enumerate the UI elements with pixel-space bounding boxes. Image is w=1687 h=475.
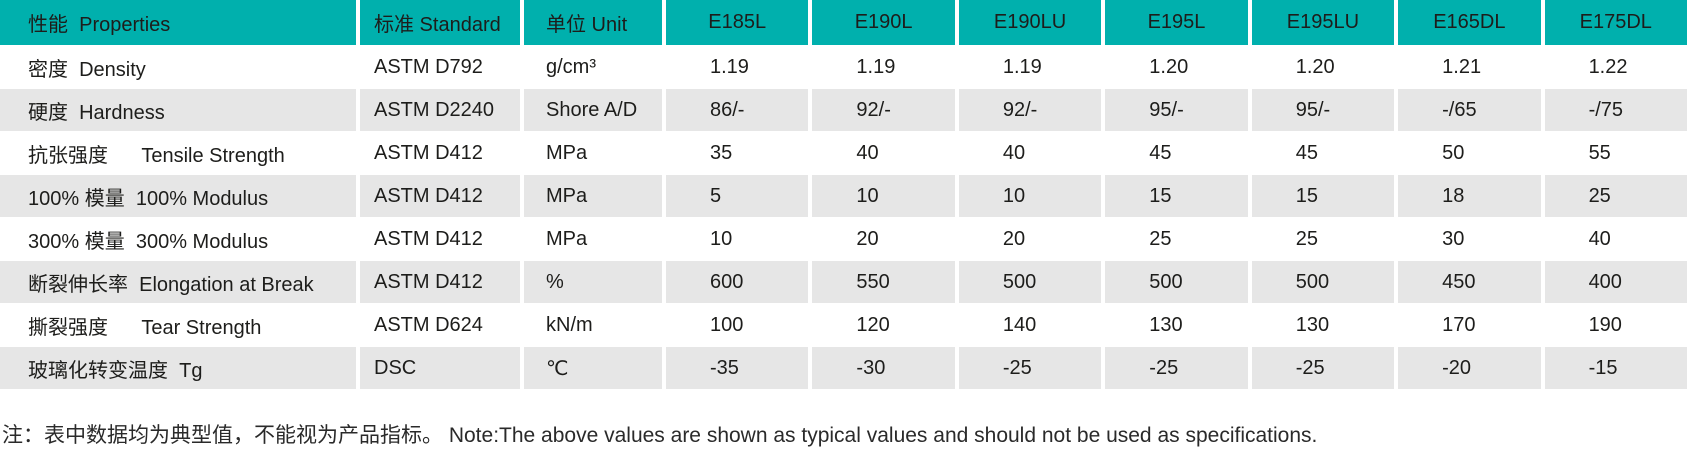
property-label-cell: 撕裂强度 Tear Strength — [28, 316, 262, 339]
value-cell: 30 — [1442, 227, 1465, 250]
unit-cell: % — [524, 261, 662, 303]
value-cell: 95/- — [1251, 89, 1395, 131]
standard-cell: ASTM D412 — [360, 175, 520, 217]
value-cell: 86/- — [666, 89, 809, 131]
standard-cell: ASTM D412 — [374, 141, 483, 164]
footnote: 注：表中数据均为典型值，不能视为产品指标。 Note:The above val… — [2, 424, 1318, 447]
value-cell: 40 — [1588, 227, 1611, 250]
value-cell: 1.20 — [1295, 55, 1335, 78]
standard-cell: ASTM D412 — [360, 261, 520, 303]
value-cell: -35 — [666, 347, 809, 389]
value-cell: -/65 — [1398, 89, 1541, 131]
value-cell: 40 — [856, 141, 879, 164]
properties-table: 性能 Properties 标准 Standard 单位 Unit E185L E190… — [0, 0, 1687, 389]
value-cell: 120 — [856, 313, 890, 336]
value-cell: 130 — [1149, 313, 1183, 336]
value-cell: 10 — [812, 175, 955, 217]
value-cell: 140 — [1002, 313, 1037, 336]
value-cell: 5 — [666, 175, 809, 217]
column-header: 标准 Standard — [360, 0, 520, 45]
property-label-cell: 密度 Density — [28, 58, 146, 81]
value-cell: 10 — [710, 227, 733, 250]
value-cell: 190 — [1588, 313, 1622, 336]
value-cell: 20 — [1002, 227, 1026, 250]
value-cell: 1.19 — [710, 55, 749, 78]
value-cell: -20 — [1398, 347, 1541, 389]
property-label-cell: 硬度 Hardness — [0, 89, 356, 131]
value-cell: 55 — [1588, 141, 1611, 164]
value-cell: 600 — [666, 261, 809, 303]
value-cell: 550 — [812, 261, 955, 303]
standard-cell: DSC — [360, 347, 520, 389]
standard-cell: ASTM D792 — [374, 55, 483, 78]
value-cell: 1.20 — [1149, 55, 1189, 78]
unit-cell: Shore A/D — [524, 89, 662, 131]
unit-cell: ℃ — [524, 347, 662, 389]
value-cell: 500 — [958, 261, 1102, 303]
value-cell: -25 — [1105, 347, 1248, 389]
column-header: E165DL — [1398, 0, 1541, 45]
column-header: E190L — [812, 0, 955, 45]
value-cell: 25 — [1544, 175, 1687, 217]
value-cell: 20 — [856, 227, 879, 250]
value-cell: 50 — [1442, 141, 1465, 164]
column-header: 单位 Unit — [524, 0, 662, 45]
value-cell: 35 — [710, 141, 733, 164]
value-cell: 15 — [1105, 175, 1248, 217]
standard-cell: ASTM D2240 — [360, 89, 520, 131]
value-cell: -25 — [1251, 347, 1395, 389]
value-cell: 10 — [958, 175, 1102, 217]
value-cell: 40 — [1002, 141, 1026, 164]
value-cell: 95/- — [1105, 89, 1248, 131]
value-cell: 500 — [1105, 261, 1248, 303]
value-cell: -30 — [812, 347, 955, 389]
value-cell: 170 — [1442, 313, 1476, 336]
column-header: 性能 Properties — [0, 0, 356, 45]
property-label-cell: 断裂伸长率 Elongation at Break — [0, 261, 356, 303]
value-cell: 45 — [1149, 141, 1172, 164]
value-cell: 15 — [1251, 175, 1395, 217]
value-cell: 450 — [1398, 261, 1541, 303]
unit-cell: MPa — [546, 227, 588, 250]
value-cell: 25 — [1149, 227, 1172, 250]
value-cell: 400 — [1544, 261, 1687, 303]
value-cell: 25 — [1295, 227, 1318, 250]
value-cell: 1.21 — [1442, 55, 1482, 78]
unit-cell: MPa — [546, 141, 588, 164]
value-cell: -15 — [1544, 347, 1687, 389]
value-cell: 1.19 — [1002, 55, 1042, 78]
value-cell: 130 — [1295, 313, 1330, 336]
column-header: E190LU — [958, 0, 1102, 45]
unit-cell: kN/m — [546, 313, 593, 336]
property-label-cell: 300% 模量 300% Modulus — [28, 230, 269, 253]
property-label-cell: 玻璃化转变温度 Tg — [0, 347, 356, 389]
property-label-cell: 100% 模量 100% Modulus — [0, 175, 356, 217]
value-cell: -25 — [958, 347, 1102, 389]
value-cell: 45 — [1295, 141, 1318, 164]
column-header: E185L — [666, 0, 809, 45]
property-label-cell: 抗张强度 Tensile Strength — [28, 144, 285, 167]
value-cell: 1.22 — [1588, 55, 1628, 78]
column-header: E195LU — [1251, 0, 1395, 45]
unit-cell: MPa — [524, 175, 662, 217]
value-cell: 92/- — [812, 89, 955, 131]
value-cell: 1.19 — [856, 55, 896, 78]
value-cell: -/75 — [1544, 89, 1687, 131]
unit-cell: g/cm³ — [546, 55, 596, 78]
value-cell: 18 — [1398, 175, 1541, 217]
value-cell: 92/- — [958, 89, 1102, 131]
value-cell: 500 — [1251, 261, 1395, 303]
value-cell: 100 — [710, 313, 744, 336]
standard-cell: ASTM D412 — [374, 227, 483, 250]
column-header: E175DL — [1544, 0, 1687, 45]
column-header: E195L — [1105, 0, 1248, 45]
standard-cell: ASTM D624 — [374, 313, 483, 336]
